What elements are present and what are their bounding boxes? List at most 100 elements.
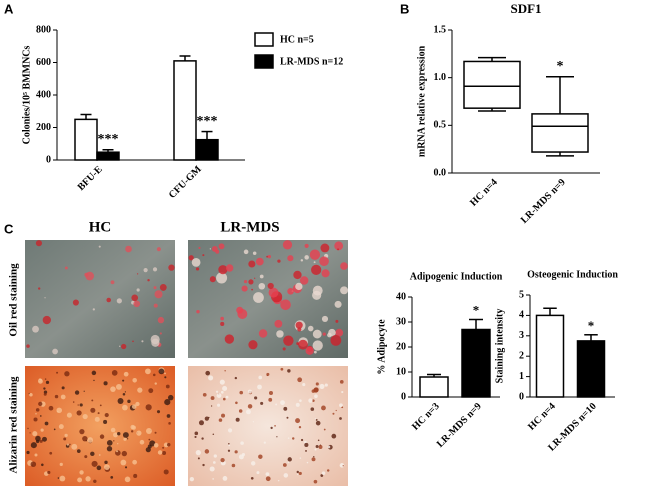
texture bbox=[141, 340, 144, 343]
texture bbox=[315, 445, 319, 449]
texture bbox=[313, 479, 318, 484]
texture bbox=[309, 249, 321, 260]
texture bbox=[44, 421, 49, 426]
texture bbox=[222, 397, 226, 401]
y-tick-label: 1 bbox=[519, 371, 524, 382]
texture bbox=[204, 449, 210, 454]
annotation: *** bbox=[98, 132, 119, 147]
texture bbox=[98, 245, 101, 248]
x-tick-label: HC n=3 bbox=[410, 401, 442, 433]
texture bbox=[29, 393, 33, 397]
texture bbox=[159, 283, 167, 291]
micrographs bbox=[25, 240, 349, 486]
texture bbox=[321, 405, 326, 411]
texture bbox=[35, 413, 37, 415]
texture bbox=[312, 329, 322, 339]
texture bbox=[237, 309, 248, 319]
y-tick-label: 3 bbox=[519, 330, 524, 341]
texture bbox=[58, 424, 64, 430]
texture bbox=[220, 390, 224, 394]
texture bbox=[56, 407, 63, 414]
texture bbox=[295, 402, 300, 407]
texture bbox=[72, 299, 79, 306]
texture bbox=[153, 303, 158, 308]
texture bbox=[235, 401, 238, 405]
texture bbox=[43, 387, 46, 390]
texture bbox=[263, 441, 266, 444]
texture bbox=[124, 391, 126, 393]
legend-label: HC n=5 bbox=[280, 34, 314, 45]
texture bbox=[212, 461, 216, 464]
panel-label: B bbox=[400, 1, 409, 16]
texture bbox=[299, 276, 309, 285]
texture bbox=[47, 470, 51, 475]
texture bbox=[61, 386, 65, 390]
texture bbox=[295, 282, 303, 291]
texture bbox=[194, 431, 199, 436]
texture bbox=[84, 272, 89, 277]
texture bbox=[42, 315, 52, 325]
texture bbox=[98, 454, 101, 456]
texture bbox=[99, 434, 105, 439]
texture bbox=[45, 380, 50, 384]
texture bbox=[295, 418, 301, 424]
texture bbox=[147, 279, 150, 282]
texture bbox=[320, 243, 330, 253]
texture bbox=[59, 475, 66, 482]
texture bbox=[314, 448, 317, 451]
x-tick-label: LR-MDS n=9 bbox=[519, 177, 568, 226]
texture bbox=[267, 255, 271, 259]
texture bbox=[258, 329, 268, 338]
texture bbox=[53, 428, 56, 431]
texture bbox=[110, 386, 116, 392]
x-tick-label: CFU-GM bbox=[167, 164, 204, 201]
texture bbox=[323, 428, 326, 431]
texture bbox=[96, 465, 102, 471]
texture bbox=[132, 459, 137, 465]
panel-label: C bbox=[4, 221, 14, 236]
texture bbox=[48, 405, 54, 411]
y-tick-label: 4 bbox=[519, 310, 524, 321]
texture bbox=[305, 346, 314, 355]
texture bbox=[300, 259, 304, 262]
texture bbox=[162, 450, 167, 455]
texture bbox=[212, 478, 214, 480]
texture bbox=[32, 431, 38, 437]
texture bbox=[241, 285, 248, 292]
texture bbox=[37, 287, 41, 290]
texture bbox=[39, 439, 43, 443]
texture bbox=[168, 422, 171, 425]
texture bbox=[298, 425, 302, 429]
texture bbox=[92, 308, 95, 311]
texture bbox=[60, 394, 66, 400]
texture bbox=[211, 245, 218, 252]
texture bbox=[324, 383, 328, 387]
texture bbox=[215, 390, 219, 393]
texture bbox=[132, 378, 137, 383]
texture bbox=[110, 280, 115, 285]
texture bbox=[276, 436, 278, 438]
texture bbox=[153, 286, 157, 290]
texture bbox=[56, 371, 59, 374]
texture bbox=[34, 453, 38, 457]
texture bbox=[124, 476, 131, 483]
texture bbox=[248, 340, 258, 350]
texture bbox=[220, 458, 225, 463]
texture bbox=[133, 473, 138, 478]
texture bbox=[314, 418, 317, 420]
texture bbox=[330, 335, 342, 346]
legend-swatch bbox=[254, 32, 274, 47]
texture bbox=[340, 262, 348, 270]
texture bbox=[77, 477, 83, 483]
y-tick-label: 20 bbox=[396, 341, 406, 352]
texture bbox=[66, 412, 72, 418]
y-tick-label: 40 bbox=[396, 291, 406, 302]
texture bbox=[90, 451, 95, 457]
texture bbox=[79, 429, 85, 435]
texture bbox=[119, 345, 121, 347]
texture bbox=[208, 375, 214, 381]
texture bbox=[342, 465, 344, 467]
texture bbox=[44, 378, 47, 380]
texture bbox=[136, 430, 142, 436]
texture bbox=[204, 416, 209, 421]
